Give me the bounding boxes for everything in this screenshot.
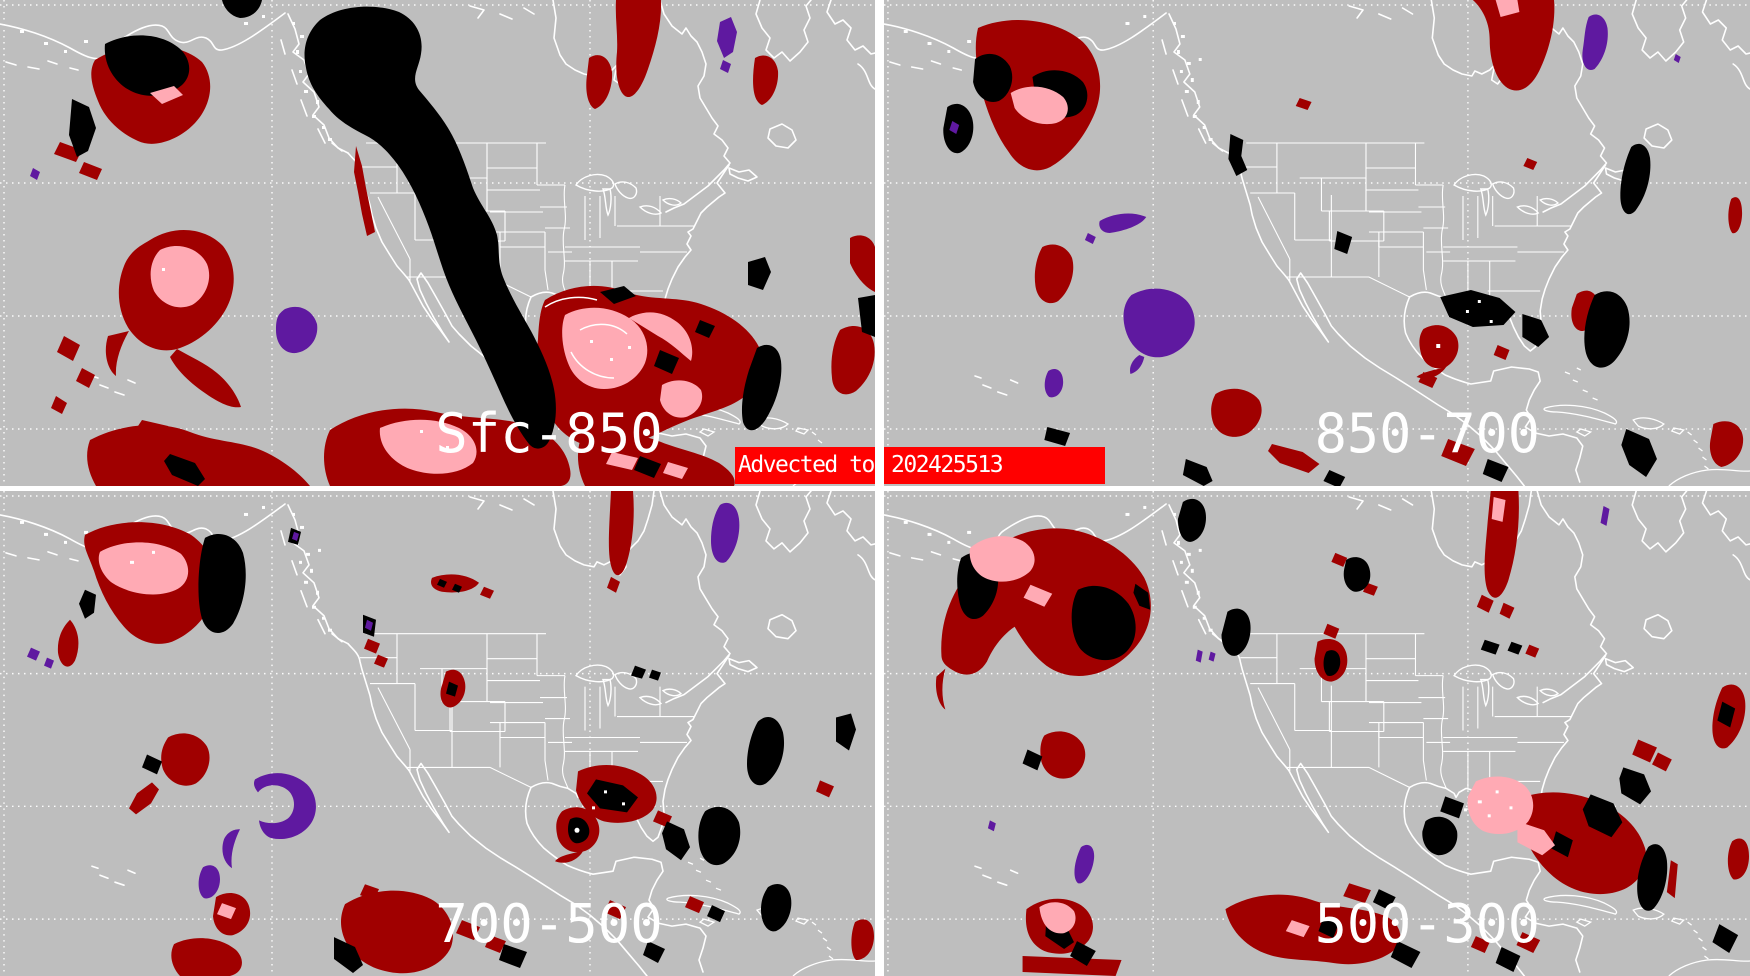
red-moisture-regions (975, 0, 1744, 473)
white-speckle (130, 550, 625, 833)
panel-label-850-700: 850-700 (1315, 402, 1540, 465)
storm-swirl-detail (544, 296, 628, 379)
purple-regions (949, 14, 1681, 398)
panel-700-500: 700-500 (0, 491, 875, 976)
panel-label-700-500: 700-500 (435, 892, 663, 955)
panel-500-300: 500-300 (884, 491, 1750, 976)
panel-label-500-300: 500-300 (1315, 892, 1540, 955)
panel-sfc-850: Sfc-850 (0, 0, 875, 486)
black-regions (79, 527, 856, 974)
white-speckle (1463, 790, 1513, 818)
banner-label-text: Advected to (738, 452, 875, 478)
black-regions (69, 0, 875, 486)
advection-banner-label: Advected to (735, 447, 875, 484)
pink-moisture-regions (1010, 0, 1520, 125)
panel-divider-vertical (875, 0, 884, 976)
banner-timestamp-text: 202425513 (891, 452, 1004, 478)
red-moisture-regions (57, 491, 874, 976)
pink-moisture-regions (98, 542, 237, 920)
map-850-700: 850-700 (884, 0, 1750, 486)
panel-label-sfc-850: Sfc-850 (435, 402, 663, 465)
white-speckle (162, 268, 631, 449)
panel-850-700: 850-700 (884, 0, 1750, 486)
red-moisture-regions (935, 491, 1750, 976)
map-700-500: 700-500 (0, 491, 875, 976)
map-500-300: 500-300 (884, 491, 1750, 976)
advection-banner-timestamp: 202425513 (884, 447, 1105, 484)
white-speckle (1436, 300, 1493, 348)
map-sfc-850: Sfc-850 (0, 0, 875, 486)
